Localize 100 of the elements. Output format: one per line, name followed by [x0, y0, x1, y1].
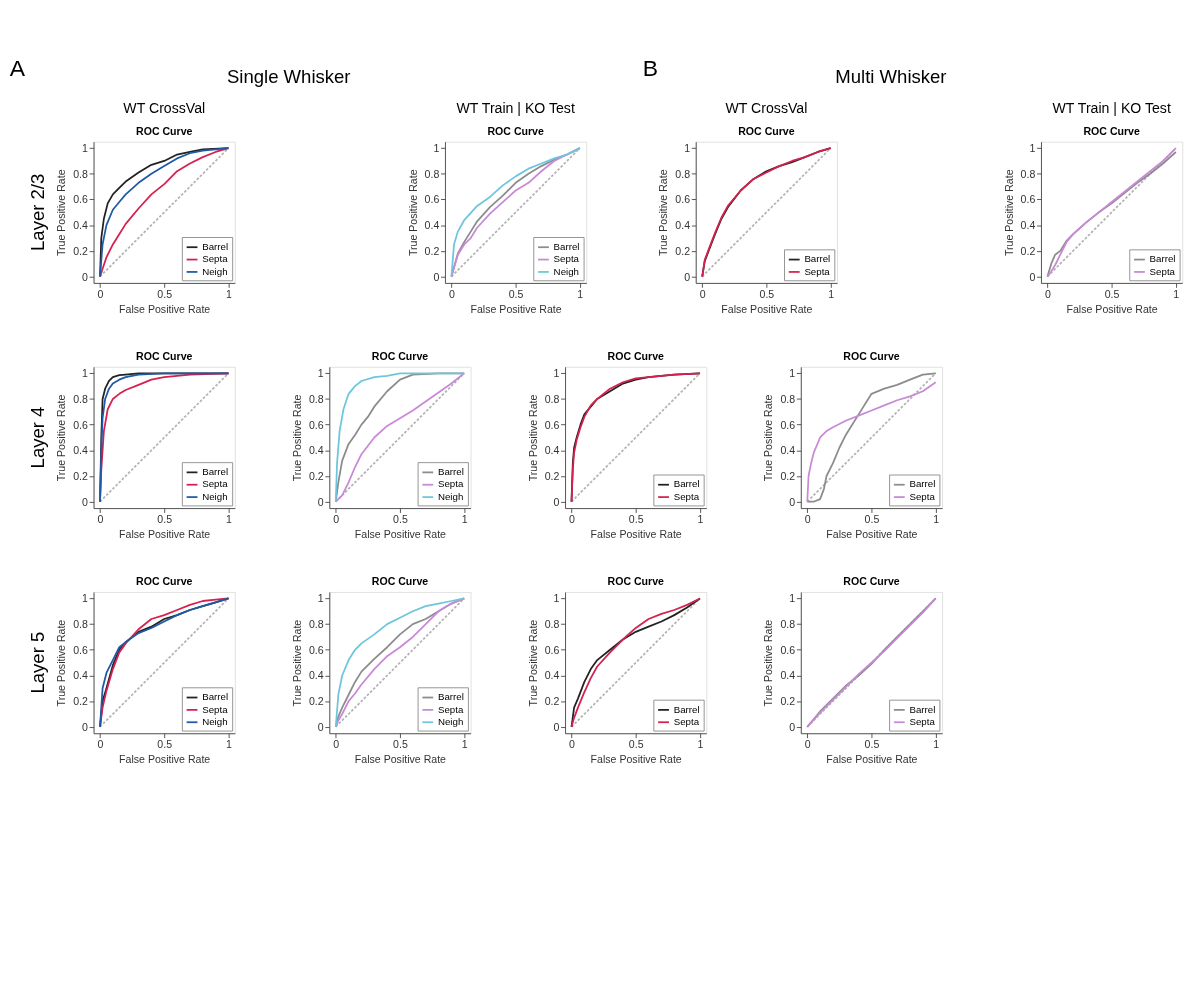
y-tick-label: 0.2 — [73, 244, 88, 257]
legend-label: Septa — [909, 490, 936, 502]
chart-title: ROC Curve — [738, 124, 795, 137]
x-tick-label: 0.5 — [628, 737, 644, 750]
x-tick-label: 0 — [1044, 287, 1051, 300]
chart-title: ROC Curve — [607, 349, 665, 362]
chart-title: ROC Curve — [371, 349, 429, 362]
x-tick-label: 0 — [333, 512, 340, 525]
x-tick-label: 0 — [97, 737, 104, 750]
legend-label: Septa — [202, 478, 229, 490]
legend-label: Barrel — [909, 478, 936, 490]
y-tick-label: 0.2 — [73, 469, 88, 482]
y-tick-label: 0 — [553, 495, 560, 508]
legend-label: Barrel — [202, 691, 229, 703]
y-tick-label: 0.4 — [780, 669, 796, 682]
text: WT CrossVal — [123, 99, 206, 116]
legend-label: Barrel — [673, 478, 700, 490]
y-tick-label: 0.2 — [73, 695, 88, 708]
x-tick-label: 1 — [828, 287, 835, 300]
x-axis-title: False Positive Rate — [826, 527, 918, 540]
x-tick-label: 0.5 — [864, 737, 880, 750]
y-tick-label: 0.4 — [424, 219, 440, 232]
x-tick-label: 0 — [448, 287, 455, 300]
x-tick-label: 0.5 — [157, 512, 173, 525]
y-axis-title: True Positive Rate — [55, 169, 68, 257]
y-tick-label: 1 — [81, 367, 88, 380]
y-tick-label: 0 — [317, 495, 324, 508]
x-tick-label: 0 — [804, 512, 811, 525]
x-tick-label: 1 — [577, 287, 584, 300]
y-tick-label: 0.4 — [675, 219, 691, 232]
y-tick-label: 0 — [81, 270, 88, 283]
x-tick-label: 0 — [97, 287, 104, 300]
y-tick-label: 0.6 — [308, 418, 324, 431]
y-tick-label: 0.6 — [308, 643, 324, 656]
x-axis-title: False Positive Rate — [590, 752, 682, 765]
x-axis-title: False Positive Rate — [470, 302, 562, 315]
y-tick-label: 0.6 — [544, 643, 560, 656]
legend-label: Septa — [804, 265, 831, 277]
x-tick-label: 0.5 — [393, 512, 408, 525]
y-tick-label: 0.4 — [1020, 219, 1036, 232]
y-tick-label: 0 — [553, 720, 560, 733]
x-tick-label: 1 — [461, 737, 468, 750]
y-tick-label: 0.8 — [308, 618, 324, 631]
y-tick-label: 1 — [553, 592, 560, 605]
y-tick-label: 0 — [789, 720, 796, 733]
legend-label: Neigh — [437, 715, 464, 727]
legend-label: Barrel — [673, 703, 700, 715]
x-axis-title: False Positive Rate — [354, 527, 447, 540]
chart-title: ROC Curve — [371, 574, 429, 587]
y-tick-label: 0.2 — [780, 469, 796, 482]
y-tick-label: 0.8 — [73, 618, 88, 631]
legend-label: Septa — [437, 478, 464, 490]
y-axis-title: True Positive Rate — [55, 394, 68, 482]
legend-label: Barrel — [437, 466, 464, 478]
x-tick-label: 0 — [569, 512, 576, 525]
x-axis-title: False Positive Rate — [354, 752, 447, 765]
y-tick-label: 0.2 — [544, 695, 560, 708]
y-axis-title: True Positive Rate — [406, 169, 419, 257]
x-tick-label: 0.5 — [628, 512, 644, 525]
y-tick-label: 0 — [433, 270, 440, 283]
x-tick-label: 0 — [97, 512, 104, 525]
x-axis-title: False Positive Rate — [1066, 302, 1158, 315]
x-axis-title: False Positive Rate — [119, 752, 211, 765]
y-tick-label: 0.4 — [780, 444, 796, 457]
legend-label: Barrel — [553, 240, 580, 252]
y-tick-label: 0.4 — [73, 219, 88, 232]
y-tick-label: 0.2 — [424, 244, 440, 257]
text: B — [642, 55, 659, 82]
y-tick-label: 0.4 — [73, 669, 88, 682]
y-axis-title: True Positive Rate — [526, 619, 539, 707]
y-axis-title: True Positive Rate — [657, 169, 670, 257]
legend-label: Septa — [673, 715, 700, 727]
y-tick-label: 1 — [317, 367, 324, 380]
x-tick-label: 1 — [225, 512, 232, 525]
y-tick-label: 0 — [684, 270, 691, 283]
x-axis-title: False Positive Rate — [119, 527, 211, 540]
y-tick-label: 0.8 — [1020, 167, 1036, 180]
y-tick-label: 0.8 — [544, 392, 560, 405]
legend-label: Septa — [202, 703, 229, 715]
text: WT Train | KO Test — [1052, 99, 1171, 116]
chart-title: ROC Curve — [607, 574, 665, 587]
y-tick-label: 0.8 — [73, 392, 88, 405]
legend-label: Septa — [909, 715, 936, 727]
x-axis-title: False Positive Rate — [119, 302, 211, 315]
x-tick-label: 1 — [697, 737, 704, 750]
y-tick-label: 1 — [789, 592, 796, 605]
text: Single Whisker — [226, 66, 351, 88]
x-tick-label: 0.5 — [157, 737, 173, 750]
text: WT CrossVal — [725, 99, 808, 116]
x-tick-label: 0 — [569, 737, 576, 750]
x-tick-label: 0 — [699, 287, 706, 300]
legend-label: Barrel — [202, 466, 229, 478]
x-tick-label: 1 — [461, 512, 468, 525]
legend-label: Barrel — [1149, 253, 1176, 265]
y-axis-title: True Positive Rate — [55, 619, 68, 707]
legend-label: Barrel — [804, 253, 831, 265]
x-axis-title: False Positive Rate — [590, 527, 682, 540]
y-tick-label: 0.6 — [73, 193, 88, 206]
y-tick-label: 1 — [789, 367, 796, 380]
legend-label: Neigh — [437, 490, 464, 502]
